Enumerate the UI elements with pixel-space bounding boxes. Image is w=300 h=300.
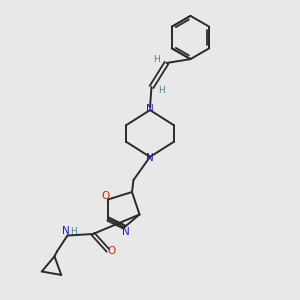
- Text: N: N: [146, 104, 154, 114]
- Text: N: N: [122, 226, 130, 237]
- Text: N: N: [62, 226, 70, 236]
- Text: N: N: [146, 153, 154, 163]
- Text: H: H: [158, 86, 165, 95]
- Text: H: H: [153, 55, 160, 64]
- Text: O: O: [101, 191, 109, 201]
- Text: O: O: [107, 246, 116, 256]
- Text: H: H: [70, 226, 77, 236]
